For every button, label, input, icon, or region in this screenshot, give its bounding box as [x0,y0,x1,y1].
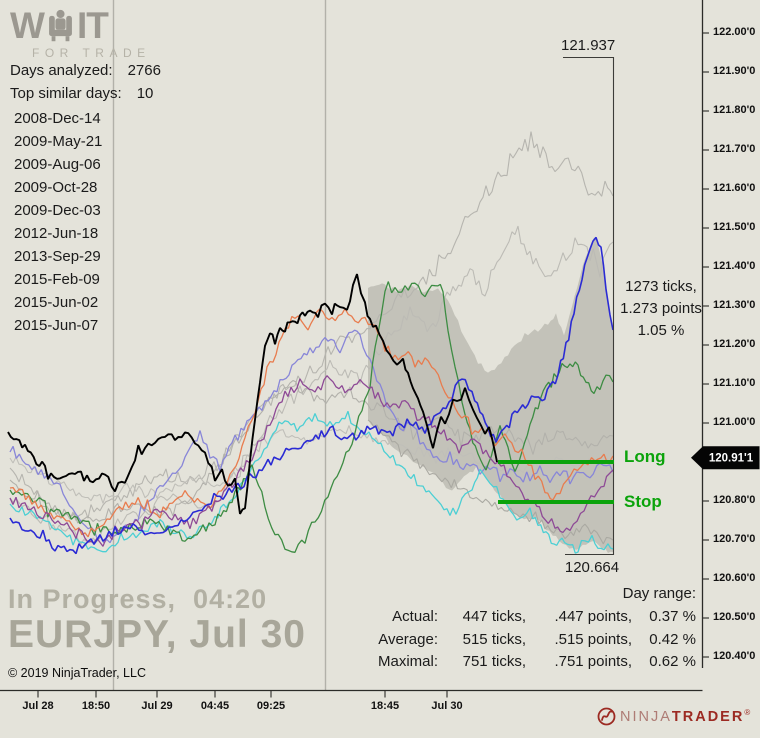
projection-high-label: 121.937 [561,37,616,54]
days-analyzed-label: Days analyzed: [10,62,113,79]
price-axis-label: 120.50'0 [713,611,756,623]
price-axis-label: 121.30'0 [713,299,756,311]
day-range-points: .751 points, [554,653,632,670]
range-note-line: 1273 ticks, [625,278,697,295]
logo-tagline: FOR TRADE [32,46,151,60]
day-range-ticks: 515 ticks, [462,630,526,648]
range-note-line: 1.273 points [620,300,702,317]
day-range-label: Average: [378,630,438,648]
top-similar-value: 10 [136,85,154,102]
day-range-pct: 0.62 % [649,653,696,670]
series-similar-day-orange [9,308,614,538]
price-axis-label: 121.60'0 [713,182,756,194]
similar-date-item: 2009-Oct-28 [14,179,98,196]
registered-mark: ® [744,708,751,718]
price-axis-label: 120.60'0 [713,572,756,584]
similar-date-item: 2009-Aug-06 [14,156,101,173]
similar-date-item: 2013-Sep-29 [14,248,101,265]
ninjatrader-wordmark: NINJATRADER® [620,708,750,725]
series-similar-day-periwinkle [9,329,614,544]
time-axis-label: Jul 29 [141,700,173,712]
range-note-line: 1.05 % [637,322,685,339]
day-range-row: Actual: 447 ticks, .447 points, 0.37 % [372,606,696,629]
stop-order-label[interactable]: Stop [624,492,662,511]
price-axis-label: 121.20'0 [713,338,756,350]
time-axis-label: Jul 30 [431,700,463,712]
armchair-person-icon [49,9,72,42]
instrument-title: EURJPY, Jul 30 [8,613,306,656]
time-axis-label: Jul 28 [22,700,54,712]
ninjatrader-trader-text: TRADER [671,708,745,725]
day-range-row: Maximal: 751 ticks, .751 points, 0.62 % [372,651,696,674]
similar-date-item: 2009-Dec-03 [14,202,101,219]
day-range-row: Average: 515 ticks, .515 points, 0.42 % [372,629,696,652]
analysis-stats: Days analyzed: 2766 Top similar days: 10 [10,59,161,105]
projection-range-band [368,237,613,553]
day-range-points: .515 points, [554,630,632,648]
current-price-badge-text: 120.91'1 [709,453,754,465]
similar-date-item: 2012-Jun-18 [14,225,99,242]
ninjatrader-icon [597,707,616,726]
series-similar-day-gray-5 [367,419,614,545]
similar-date-item: 2009-May-21 [14,133,103,150]
logo-letters-it: IT [76,5,109,46]
long-order-label[interactable]: Long [624,447,666,466]
series-similar-day-gray-2 [9,225,614,545]
price-axis-label: 121.00'0 [713,416,756,428]
similar-date-item: 2015-Jun-07 [14,317,99,334]
wait-for-trade-logo: W IT [10,5,109,46]
similar-dates-list: 2008-Dec-14 2009-May-21 2009-Aug-06 2009-Oc… [14,107,102,337]
price-axis-label: 121.90'0 [713,65,756,77]
day-range-pct: 0.37 % [649,608,696,625]
copyright-text: © 2019 NinjaTrader, LLC [8,666,146,680]
price-axis-label: 121.40'0 [713,260,756,272]
price-axis-label: 121.10'0 [713,377,756,389]
ninjatrader-logo: NINJATRADER® [597,707,750,726]
price-axis-label: 121.80'0 [713,104,756,116]
day-range-points: .447 points, [554,608,632,625]
current-price-badge [691,446,760,470]
time-axis-label: 18:50 [81,700,111,712]
day-range-pct: 0.42 % [649,630,696,648]
series-similar-day-purple [9,375,614,547]
series-similar-day-gray-1 [9,131,614,521]
series-similar-day-blue [9,236,614,555]
similar-date-item: 2008-Dec-14 [14,110,101,127]
price-axis-label: 122.00'0 [713,26,756,38]
time-axis-label: 09:25 [256,700,286,712]
similar-date-item: 2015-Jun-02 [14,294,99,311]
day-range-label: Actual: [392,608,438,625]
similar-date-item: 2015-Feb-09 [14,271,100,288]
days-analyzed-value: 2766 [127,62,161,79]
day-range-ticks: 751 ticks, [462,653,526,670]
price-axis-label: 120.70'0 [713,533,756,545]
day-range-title: Day range: [622,585,696,602]
day-range-ticks: 447 ticks, [462,608,526,625]
time-axis-label: 18:45 [370,700,400,712]
day-range-panel: Day range: Actual: 447 ticks, .447 points,… [372,583,696,674]
price-axis-label: 120.80'0 [713,494,756,506]
session-status-text: In Progress, 04:20 [8,584,268,614]
price-axis-label: 120.40'0 [713,650,756,662]
price-axis-label: 121.50'0 [713,221,756,233]
top-similar-label: Top similar days: [10,85,122,102]
series-actual-price-black [7,273,498,515]
time-axis-label: 04:45 [200,700,230,712]
high-low-bracket [563,56,615,556]
price-axis-label: 121.70'0 [713,143,756,155]
ninjatrader-ninja-text: NINJA [620,708,672,725]
projection-range-note: 1273 ticks, 1.273 points 1.05 % [604,276,718,342]
series-similar-day-cyan [9,411,614,554]
projection-low-label: 120.664 [564,559,620,576]
day-range-label: Maximal: [377,653,438,670]
logo-letter-w: W [10,5,45,46]
series-similar-day-gray-3 [9,380,614,524]
